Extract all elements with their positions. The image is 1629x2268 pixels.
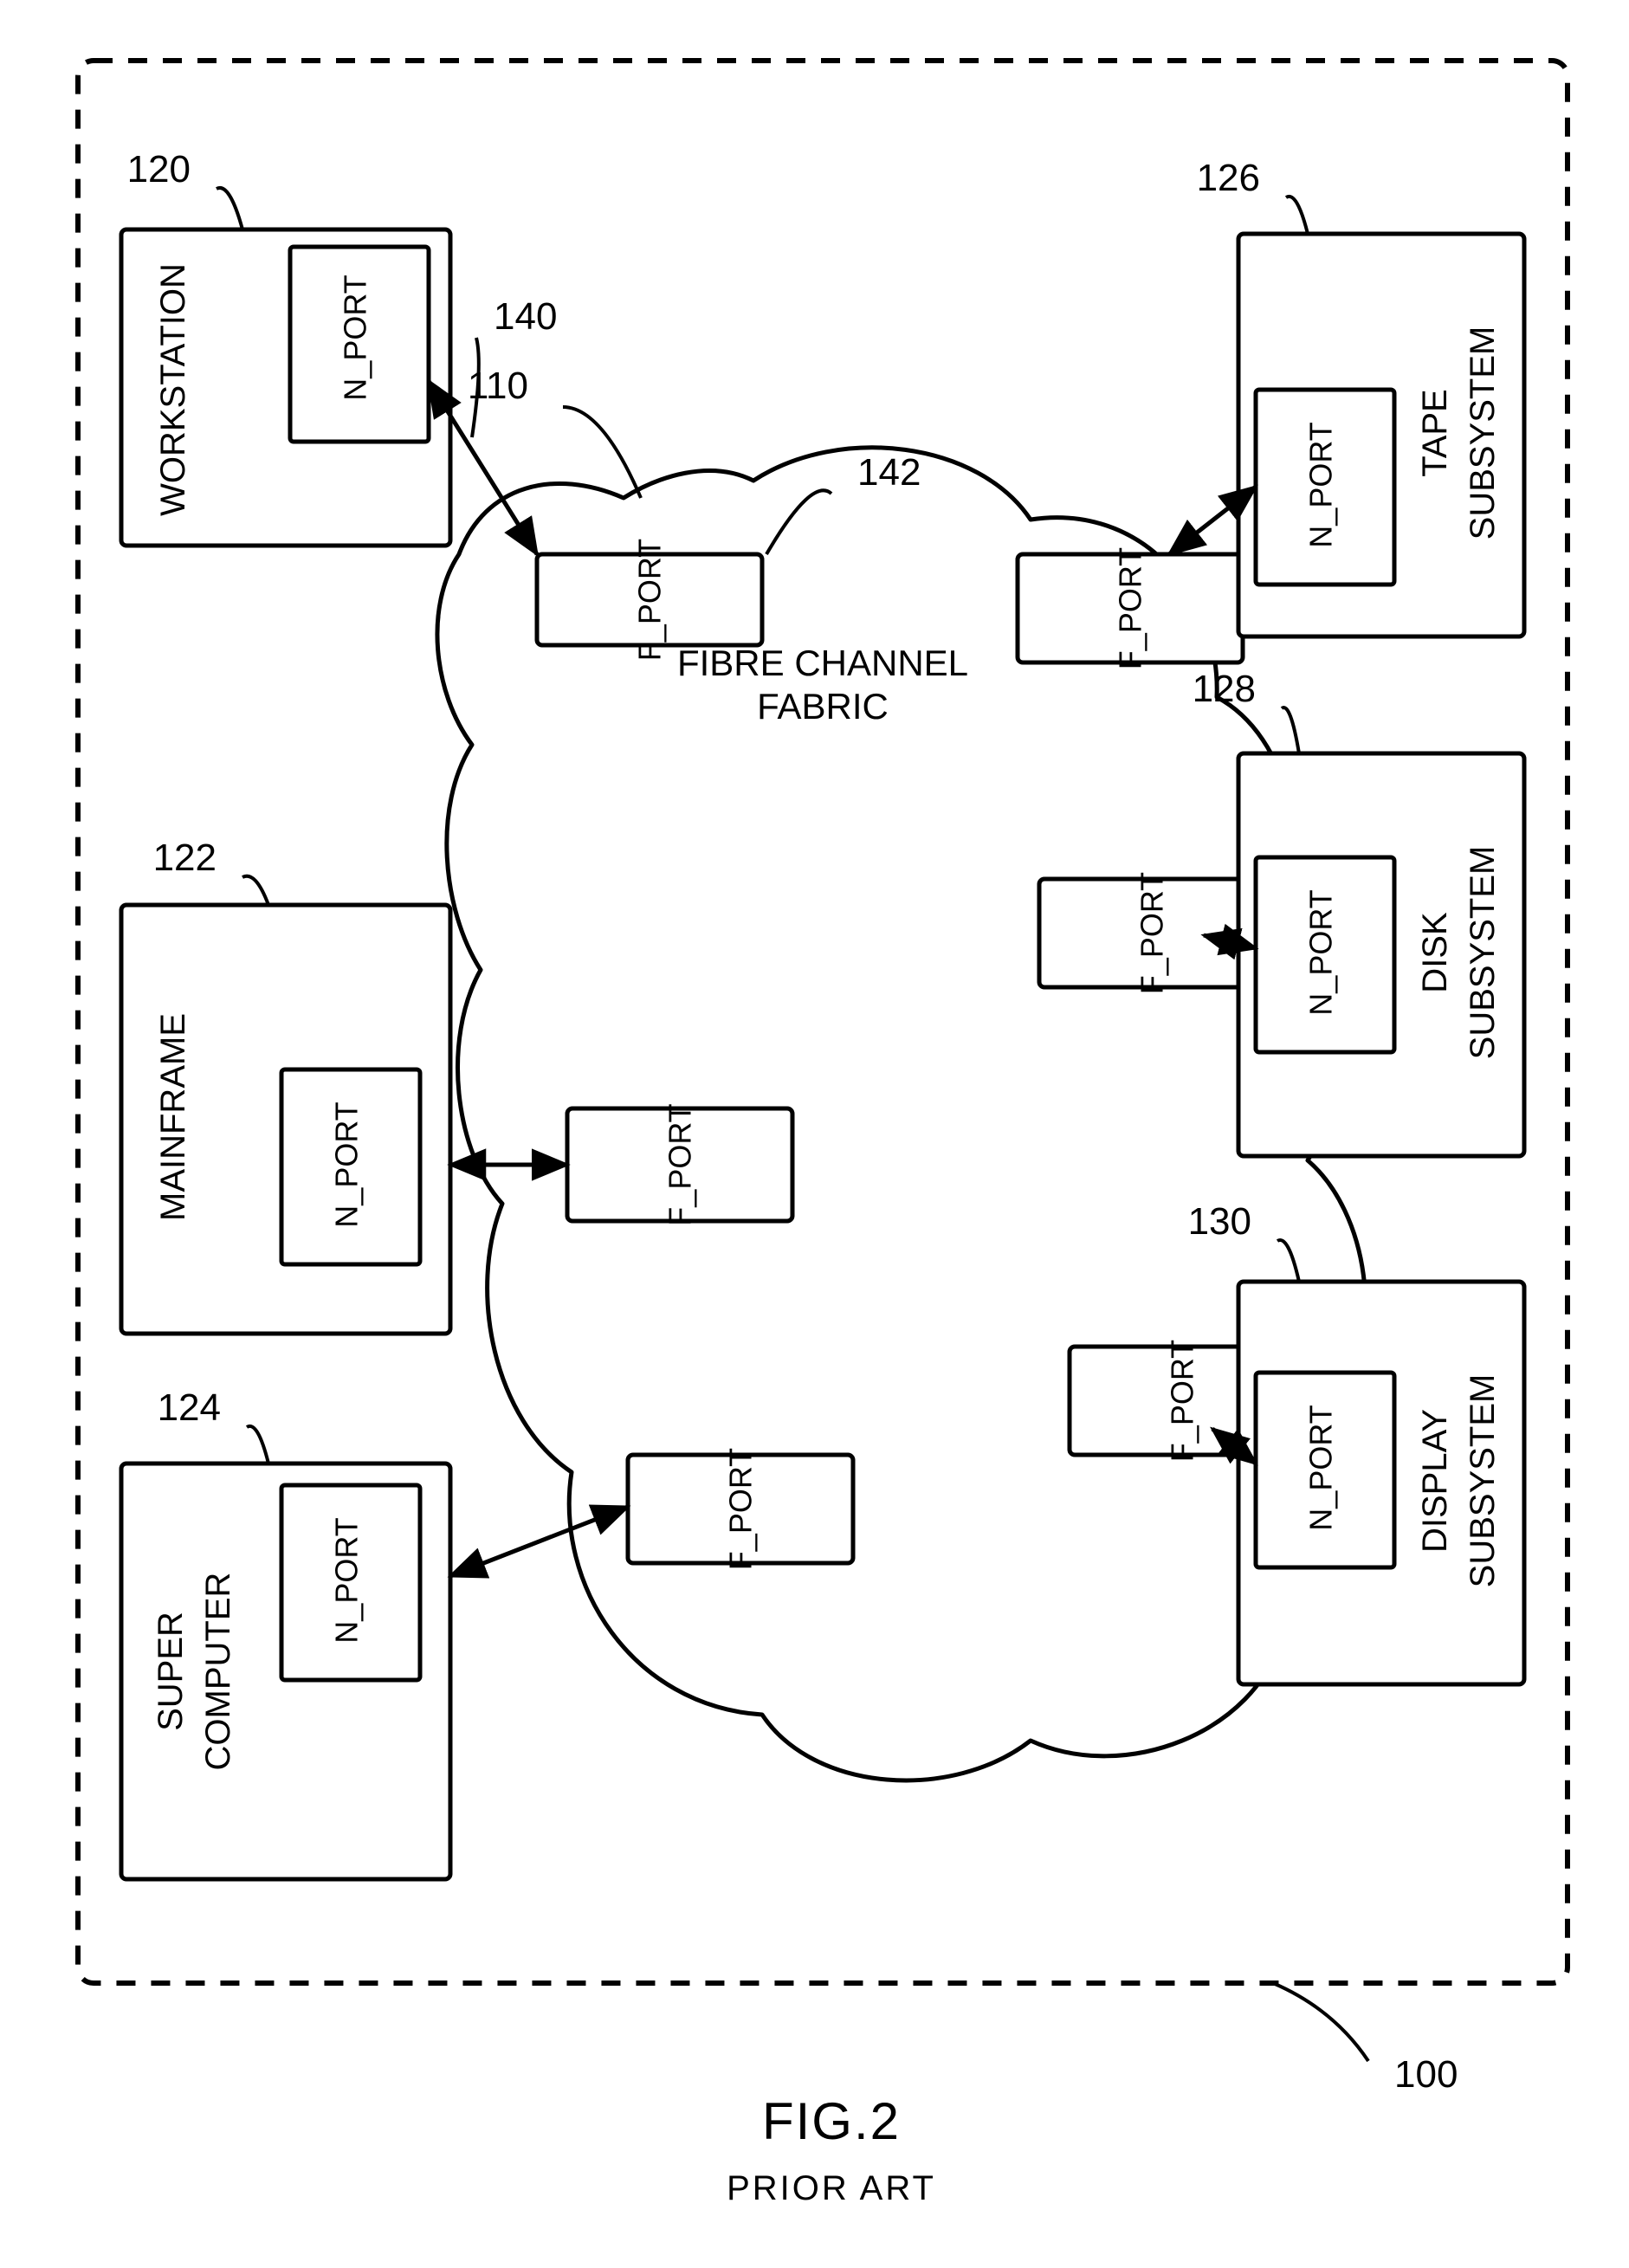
- ref-num-122: 122: [153, 837, 217, 879]
- node-label-2: SUBSYSTEM: [1464, 846, 1502, 1060]
- f-port: F_PORT: [567, 1103, 792, 1225]
- ref-num-142: 142: [857, 451, 921, 494]
- node-label-2: SUBSYSTEM: [1464, 326, 1502, 540]
- f-port-label: F_PORT: [1113, 547, 1148, 669]
- f-port: F_PORT: [1018, 547, 1243, 669]
- ref-num-124: 124: [158, 1386, 221, 1429]
- n-port-label: N_PORT: [329, 1517, 365, 1643]
- node-label-1: DISK: [1416, 912, 1454, 993]
- n-port-label: N_PORT: [329, 1102, 365, 1227]
- n-port-label: N_PORT: [1303, 422, 1339, 547]
- figure-subtitle: PRIOR ART: [727, 2169, 936, 2207]
- n-port-label: N_PORT: [1303, 889, 1339, 1015]
- f-port-label: F_PORT: [1134, 872, 1170, 994]
- node-label-2: SUBSYSTEM: [1464, 1374, 1502, 1588]
- fabric-label-1: FIBRE CHANNEL: [677, 643, 968, 683]
- node-label-1: TAPE: [1416, 389, 1454, 477]
- f-port-label: F_PORT: [1165, 1340, 1200, 1462]
- ref-num-120: 120: [127, 148, 191, 191]
- ref-num-128: 128: [1193, 668, 1256, 710]
- n-port-label: N_PORT: [1303, 1405, 1339, 1530]
- ref-num-140: 140: [494, 295, 557, 338]
- f-port-label: F_PORT: [632, 539, 668, 661]
- f-port-label: F_PORT: [723, 1448, 759, 1570]
- ref-num-126: 126: [1197, 157, 1260, 199]
- f-port-label: F_PORT: [663, 1103, 698, 1225]
- node-label-2: COMPUTER: [199, 1573, 237, 1771]
- figure-number: FIG.2: [762, 2092, 901, 2150]
- n-port-label: N_PORT: [338, 275, 373, 400]
- node-label: WORKSTATION: [154, 263, 192, 516]
- fabric-label-2: FABRIC: [757, 686, 889, 727]
- node-label: MAINFRAME: [154, 1013, 192, 1221]
- f-port: F_PORT: [1039, 872, 1264, 994]
- f-port: F_PORT: [628, 1448, 853, 1570]
- node-label-1: DISPLAY: [1416, 1409, 1454, 1553]
- node-label-1: SUPER: [152, 1612, 190, 1731]
- ref-num-130: 130: [1188, 1200, 1251, 1243]
- ref-num-100: 100: [1394, 2053, 1458, 2096]
